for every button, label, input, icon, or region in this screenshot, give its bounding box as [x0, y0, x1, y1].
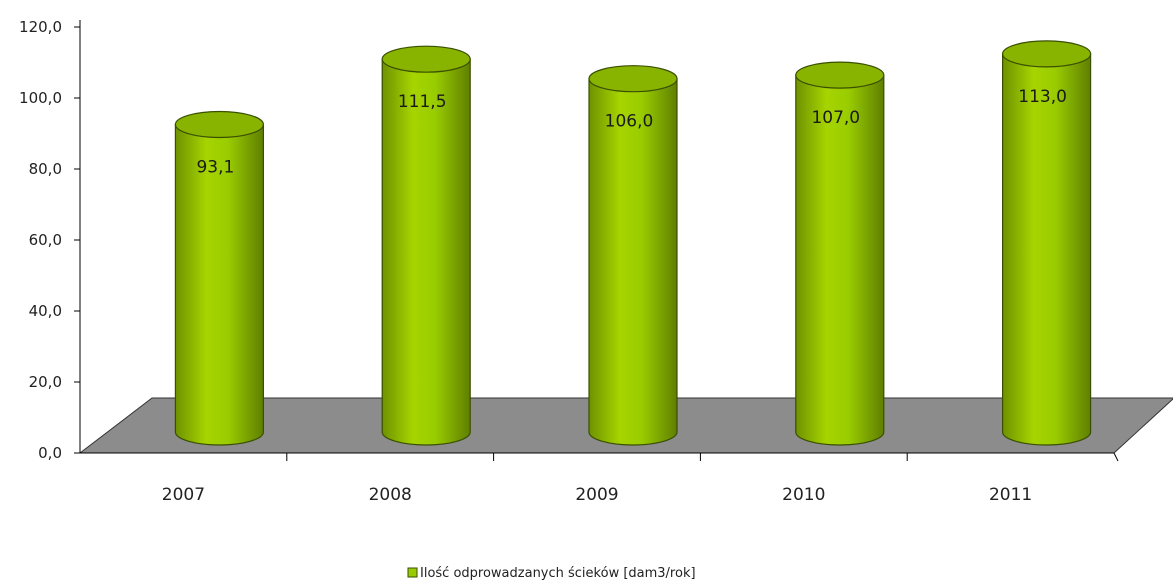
cylinder-top: [174, 110, 264, 139]
x-tick-label: 2009: [575, 485, 618, 505]
data-label: 106,0: [605, 112, 654, 132]
y-tick-label: 20,0: [29, 373, 62, 391]
x-tick-label: 2007: [162, 485, 205, 505]
data-label: 93,1: [196, 157, 234, 177]
data-label: 113,0: [1018, 87, 1067, 107]
y-tick-label: 40,0: [29, 302, 62, 320]
x-tick-label: 2010: [782, 485, 825, 505]
y-tick-label: 100,0: [19, 89, 62, 107]
cylinder-body: [381, 58, 471, 446]
legend-label: Ilość odprowadzanych ścieków [dam3/rok]: [420, 566, 696, 581]
y-tick-label: 60,0: [29, 231, 62, 249]
cylinder-body: [795, 74, 885, 446]
cylinder-body: [1002, 53, 1092, 446]
cylinder-body: [174, 123, 264, 446]
cylinder-bar: [588, 65, 678, 446]
cylinder-top: [1001, 40, 1092, 68]
legend: Ilość odprowadzanych ścieków [dam3/rok]: [407, 566, 696, 581]
cylinder-top: [795, 61, 885, 89]
x-tick-label: 2008: [369, 485, 412, 505]
data-label: 107,0: [811, 108, 860, 128]
cylinder-top: [381, 45, 471, 73]
y-tick-label: 0,0: [38, 444, 62, 462]
cylinder-top: [588, 65, 678, 93]
cylinder-body: [588, 78, 678, 446]
y-tick-label: 80,0: [29, 160, 62, 178]
data-label: 111,5: [398, 92, 447, 112]
y-tick-label: 120,0: [19, 18, 62, 36]
legend-swatch: [407, 567, 418, 578]
x-tick-mark: [1113, 452, 1119, 462]
cylinder-bar: [174, 110, 264, 446]
x-tick-label: 2011: [989, 485, 1032, 505]
cylinder-bar: [381, 45, 471, 446]
cylinder-bar: [1001, 40, 1092, 446]
cylinder-bar: [795, 61, 885, 446]
